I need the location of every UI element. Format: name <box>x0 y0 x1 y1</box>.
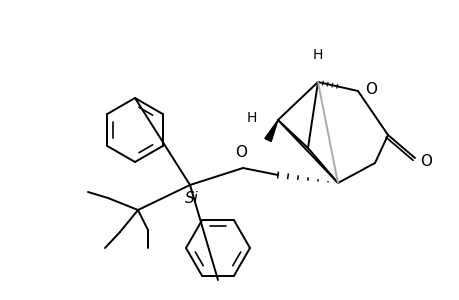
Text: H: H <box>246 111 257 125</box>
Polygon shape <box>264 120 277 142</box>
Text: Si: Si <box>185 191 198 206</box>
Text: O: O <box>235 145 246 160</box>
Text: H: H <box>312 48 323 62</box>
Text: O: O <box>419 154 431 169</box>
Text: O: O <box>364 82 376 97</box>
